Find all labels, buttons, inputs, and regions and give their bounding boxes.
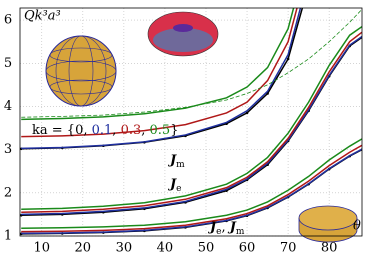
y-tick-label: 1 xyxy=(4,229,12,244)
label-subscript: m xyxy=(176,160,185,170)
series-line xyxy=(21,148,362,235)
x-tick-label: 20 xyxy=(75,241,92,256)
x-tick-label: 40 xyxy=(157,241,174,256)
y-tick-label: 6 xyxy=(4,13,12,28)
x-tick-label: 70 xyxy=(280,241,297,256)
x-axis-label: θ xyxy=(353,219,361,234)
label-subscript: m xyxy=(236,227,245,237)
label-symbol: J xyxy=(167,153,177,168)
sphere-icon xyxy=(45,35,117,107)
series-line xyxy=(21,144,362,233)
x-tick-label: 30 xyxy=(116,241,133,256)
x-tick-label: 50 xyxy=(198,241,215,256)
series-line xyxy=(21,8,295,121)
annotation-value: 0.5 xyxy=(150,123,171,138)
group-label: Je, Jm xyxy=(207,220,245,237)
label-symbol: J xyxy=(227,220,237,235)
annotation-text: } xyxy=(170,123,178,138)
y-tick-label: 5 xyxy=(4,56,12,71)
annotation-text: ka = { xyxy=(32,123,75,138)
series-line xyxy=(21,35,362,216)
series-line xyxy=(21,9,362,118)
disk-icon xyxy=(298,205,358,243)
annotation: ka = {0, 0.1, 0.3, 0.5} xyxy=(32,123,178,138)
series-line xyxy=(21,138,362,229)
series-line xyxy=(21,8,298,138)
group-label: Jm xyxy=(167,153,185,170)
annotation-text: , xyxy=(141,123,149,138)
x-tick-label: 10 xyxy=(33,241,50,256)
x-tick-label: 80 xyxy=(321,241,338,256)
y-tick-label: 4 xyxy=(4,99,12,114)
y-tick-label: 3 xyxy=(4,142,12,157)
series-line xyxy=(21,8,302,150)
x-tick-label: 60 xyxy=(239,241,256,256)
label-symbol: J xyxy=(207,220,217,235)
label-subscript: e xyxy=(216,227,221,237)
annotation-text: , xyxy=(112,123,120,138)
label-text: , xyxy=(221,220,229,235)
group-label: Je xyxy=(167,177,181,194)
annotation-value: 0.1 xyxy=(92,123,113,138)
y-tick-label: 2 xyxy=(4,185,12,200)
frame xyxy=(19,7,363,237)
point xyxy=(286,57,290,61)
annotation-text: , xyxy=(83,123,91,138)
point xyxy=(245,111,249,115)
torus-icon xyxy=(147,11,219,57)
annotation-value: 0.3 xyxy=(121,123,142,138)
plot xyxy=(20,8,362,236)
label-symbol: J xyxy=(167,177,177,192)
annotation-value: 0 xyxy=(75,123,83,138)
label-subscript: e xyxy=(176,184,181,194)
series-line xyxy=(21,25,362,210)
series-line xyxy=(21,31,362,213)
y-axis-label: Qk³a³ xyxy=(24,9,61,24)
